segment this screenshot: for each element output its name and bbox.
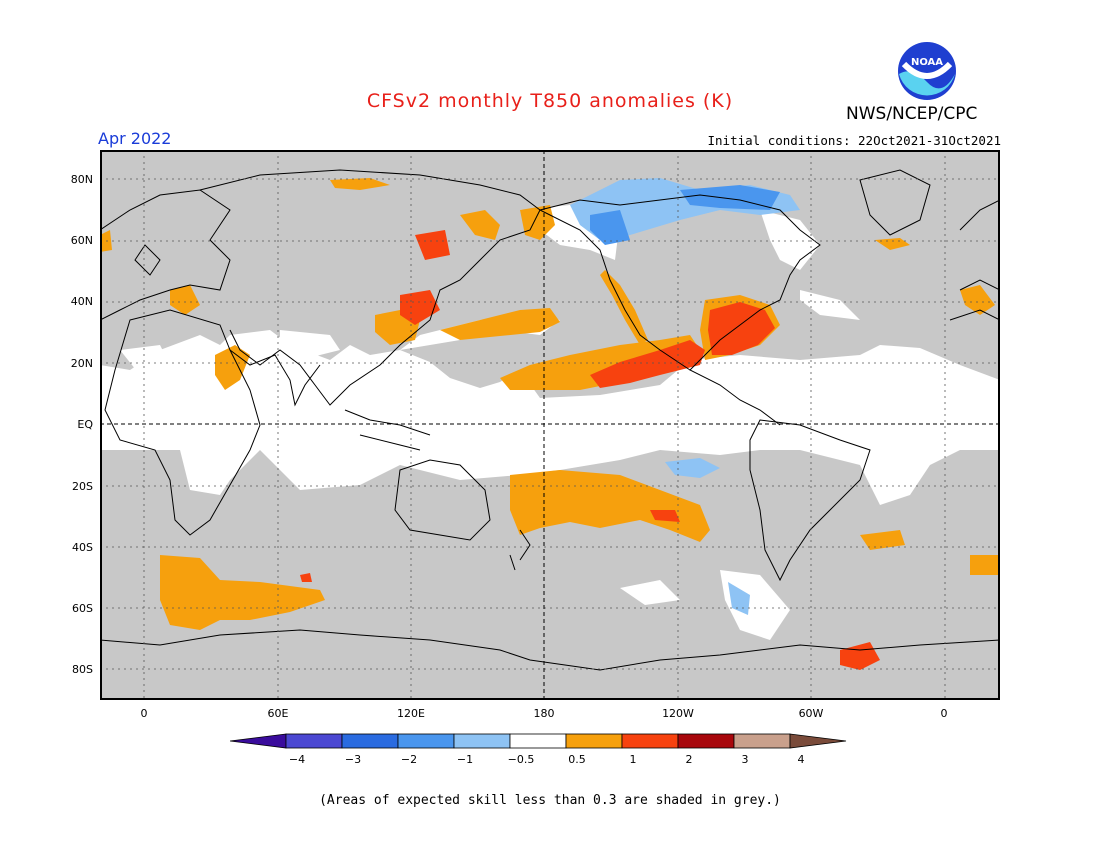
positive-anomaly-moderate — [300, 230, 880, 670]
graticule — [100, 150, 1000, 700]
colorbar-label: 3 — [741, 753, 749, 766]
colorbar-label: −2 — [400, 753, 418, 766]
lon-label: 120E — [397, 707, 425, 720]
lat-label: 40N — [70, 295, 93, 308]
lon-label: 180 — [533, 707, 555, 720]
colorbar-label: −3 — [344, 753, 362, 766]
skill-footnote: (Areas of expected skill less than 0.3 a… — [319, 793, 781, 808]
lat-label: 20N — [70, 357, 93, 370]
lat-label: 20S — [72, 480, 93, 493]
lat-label: 40S — [72, 541, 93, 554]
lat-label: 60N — [70, 234, 93, 247]
forecast-period: Apr 2022 — [98, 129, 172, 148]
agency-label: NWS/NCEP/CPC — [846, 104, 978, 124]
colorbar-cell — [285, 733, 343, 749]
logo-text: NOAA — [911, 57, 943, 68]
colorbar-label: −1 — [456, 753, 474, 766]
lon-label: 120W — [662, 707, 694, 720]
equator-dateline — [100, 150, 1000, 700]
lon-label: 0 — [140, 707, 148, 720]
colorbar-end-low — [230, 733, 287, 749]
colorbar-label: −0.5 — [507, 753, 535, 766]
colorbar-label: 0.5 — [568, 753, 586, 766]
colorbar-cell — [397, 733, 455, 749]
lat-label: 60S — [72, 602, 93, 615]
lon-label: 60W — [798, 707, 824, 720]
lon-label: 60E — [267, 707, 289, 720]
colorbar-cell — [565, 733, 623, 749]
noaa-logo: NOAA — [896, 40, 958, 106]
anomaly-map — [100, 150, 1000, 700]
colorbar-label: 4 — [797, 753, 805, 766]
colorbar-label: −4 — [288, 753, 306, 766]
lat-label: 80S — [72, 663, 93, 676]
coastlines — [100, 169, 1000, 671]
map-frame — [100, 150, 1000, 700]
colorbar — [230, 733, 847, 749]
colorbar-label: 2 — [685, 753, 693, 766]
chart-title: CFSv2 monthly T850 anomalies (K) — [366, 90, 734, 112]
colorbar-cell — [341, 733, 399, 749]
colorbar-cell — [621, 733, 679, 749]
lat-label: 80N — [70, 173, 93, 186]
lat-label: EQ — [77, 418, 93, 431]
colorbar-cell — [677, 733, 735, 749]
colorbar-end-high — [789, 733, 847, 749]
colorbar-label: 1 — [629, 753, 637, 766]
colorbar-cell — [509, 733, 567, 749]
colorbar-cell — [733, 733, 791, 749]
colorbar-cell — [453, 733, 511, 749]
initial-conditions: Initial conditions: 22Oct2021-31Oct2021 — [707, 133, 1002, 148]
lon-label: 0 — [940, 707, 948, 720]
